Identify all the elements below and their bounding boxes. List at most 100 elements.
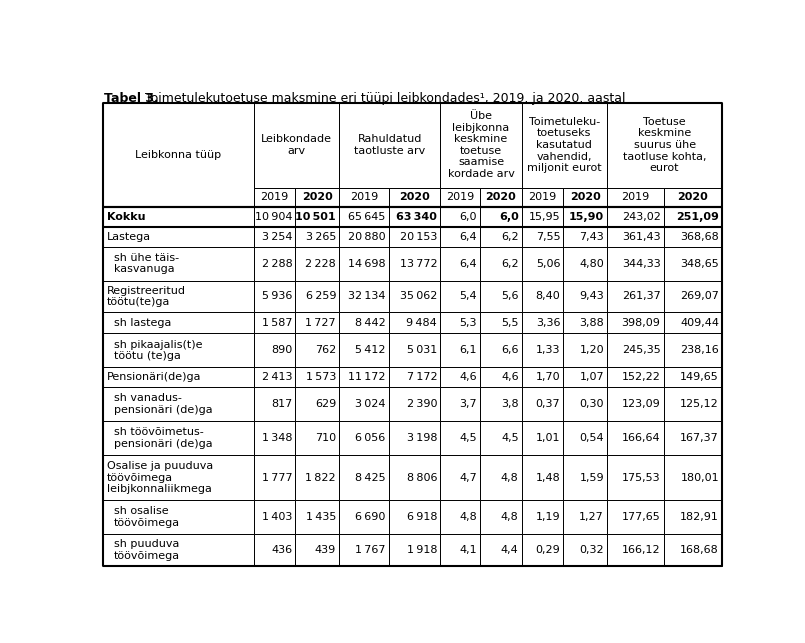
Bar [564,227,607,247]
Text: 251,09: 251,09 [676,212,719,222]
Text: 6,4: 6,4 [460,231,477,242]
Text: 398,09: 398,09 [621,318,661,328]
Text: sh vanadus-
pensionäri (de)ga: sh vanadus- pensionäri (de)ga [114,394,213,415]
Bar [254,534,295,566]
Bar [254,312,295,334]
Text: 1,19: 1,19 [535,512,560,522]
Bar [564,280,607,312]
Bar [103,387,254,421]
Bar [254,367,295,387]
Bar [522,387,563,421]
Bar [522,227,563,247]
Text: 2019: 2019 [446,192,474,203]
Bar [254,188,295,207]
Text: 238,16: 238,16 [680,345,719,356]
Text: 63 340: 63 340 [396,212,437,222]
Text: 182,91: 182,91 [680,512,719,522]
Bar [339,227,389,247]
Bar [607,103,722,188]
Text: 5 412: 5 412 [355,345,386,356]
Bar [663,334,722,367]
Bar [339,500,389,534]
Bar [480,534,522,566]
Text: sh pikaajalis(t)e
töötu (te)ga: sh pikaajalis(t)e töötu (te)ga [114,340,202,361]
Bar [295,367,339,387]
Text: 3 198: 3 198 [407,433,437,443]
Bar [339,367,389,387]
Text: 0,32: 0,32 [580,545,604,555]
Text: 15,90: 15,90 [569,212,604,222]
Bar [389,247,440,280]
Bar [663,534,722,566]
Bar [607,334,663,367]
Text: 6,0: 6,0 [499,212,518,222]
Text: 1 727: 1 727 [305,318,336,328]
Text: 4,8: 4,8 [501,473,518,482]
Text: 65 645: 65 645 [349,212,386,222]
Bar [339,387,389,421]
Text: 1 777: 1 777 [262,473,292,482]
Bar [295,312,339,334]
Text: 8 806: 8 806 [407,473,437,482]
Bar [254,421,295,455]
Bar [607,387,663,421]
Bar [339,188,389,207]
Text: 9,43: 9,43 [580,291,604,302]
Bar [607,207,663,227]
Text: 261,37: 261,37 [621,291,661,302]
Bar [295,280,339,312]
Text: 1 767: 1 767 [355,545,386,555]
Text: 4,5: 4,5 [460,433,477,443]
Text: 6 259: 6 259 [306,291,336,302]
Bar [103,421,254,455]
Bar [103,247,254,280]
Bar [522,534,563,566]
Text: 3,36: 3,36 [536,318,560,328]
Text: 175,53: 175,53 [622,473,661,482]
Bar [480,387,522,421]
Bar [254,103,339,188]
Text: 245,35: 245,35 [621,345,661,356]
Bar [607,421,663,455]
Bar [103,534,254,566]
Text: 409,44: 409,44 [680,318,719,328]
Text: 1,20: 1,20 [580,345,604,356]
Bar [389,227,440,247]
Bar [389,312,440,334]
Text: 20 880: 20 880 [348,231,386,242]
Text: 436: 436 [271,545,292,555]
Text: 123,09: 123,09 [621,399,661,409]
Bar [103,207,254,227]
Bar [295,500,339,534]
Bar [103,367,254,387]
Text: 1,27: 1,27 [580,512,604,522]
Bar [440,247,480,280]
Text: sh lastega: sh lastega [114,318,171,328]
Bar [663,227,722,247]
Bar [339,280,389,312]
Text: 629: 629 [315,399,336,409]
Bar [254,387,295,421]
Bar [295,334,339,367]
Bar [564,312,607,334]
Text: Toetuse
keskmine
suurus ühe
taotluse kohta,
eurot: Toetuse keskmine suurus ühe taotluse koh… [623,117,706,173]
Text: 0,30: 0,30 [580,399,604,409]
Text: 167,37: 167,37 [680,433,719,443]
Text: 4,8: 4,8 [501,512,518,522]
Bar [440,312,480,334]
Bar [522,312,563,334]
Bar [522,247,563,280]
Text: 817: 817 [271,399,292,409]
Text: 5 031: 5 031 [407,345,437,356]
Bar [480,280,522,312]
Bar [254,500,295,534]
Bar [663,207,722,227]
Bar [339,534,389,566]
Bar [103,455,254,500]
Bar [103,103,254,207]
Text: Pensionäri(de)ga: Pensionäri(de)ga [107,372,201,383]
Bar [663,500,722,534]
Text: 10 904: 10 904 [255,212,292,222]
Text: 13 772: 13 772 [399,258,437,269]
Bar [440,334,480,367]
